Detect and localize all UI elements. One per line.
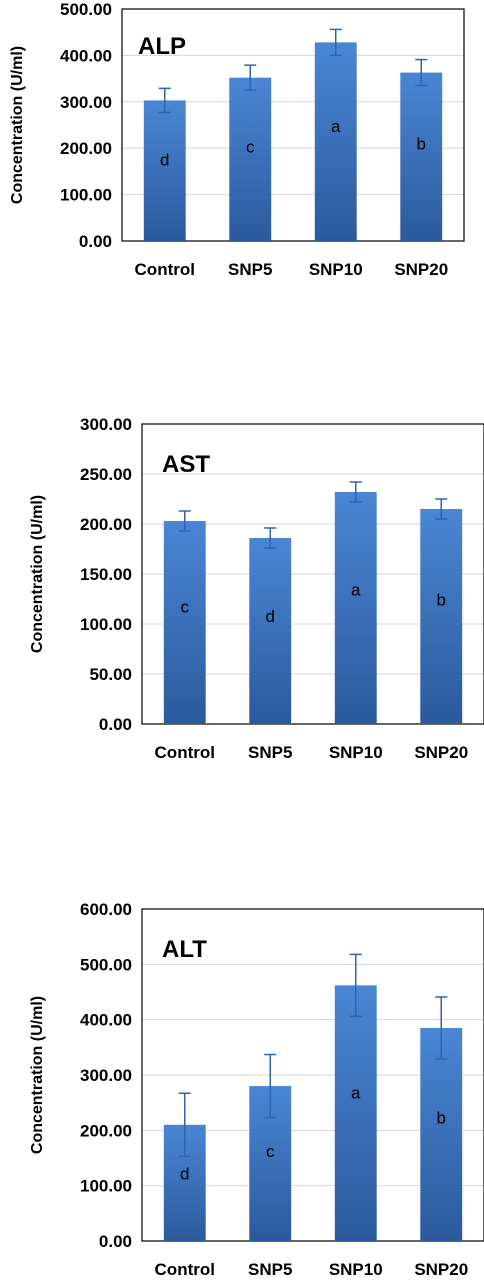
significance-letter: c (266, 1142, 275, 1161)
bar-control (163, 521, 206, 724)
bar-snp10 (314, 42, 357, 241)
chart-title: AST (162, 451, 210, 478)
bar-snp5 (229, 77, 272, 241)
bar-snp20 (420, 509, 463, 724)
significance-letter: d (160, 150, 169, 169)
bar-snp10 (334, 985, 377, 1241)
chart-ast: 0.00 50.00 100.00 150.00 200.00 250.00 300.00 c… (29, 415, 484, 762)
y-tick-label: 0.00 (79, 232, 112, 251)
y-tick-label: 100.00 (80, 615, 132, 634)
y-tick-label: 600.00 (80, 900, 132, 919)
y-tick-label: 300.00 (60, 93, 112, 112)
bar-snp5 (249, 538, 292, 724)
chart-alt: 0.00 100.00 200.00 300.00 400.00 500.00 600.00… (29, 900, 484, 1279)
x-tick-label: Control (155, 743, 215, 762)
y-axis-title: Concentration (U/ml) (29, 495, 46, 653)
y-tick-label: 0.00 (99, 1232, 132, 1251)
y-tick-label: 100.00 (60, 186, 112, 205)
plot-frame (141, 908, 484, 1242)
y-tick-label: 200.00 (80, 515, 132, 534)
significance-letter: c (181, 597, 190, 616)
chart-title: ALT (162, 936, 207, 963)
plot-frame (141, 423, 484, 725)
y-tick-label: 400.00 (60, 46, 112, 65)
y-tick-label: 300.00 (80, 415, 132, 434)
x-tick-label: SNP10 (329, 743, 383, 762)
x-tick-label: Control (155, 1260, 215, 1279)
significance-letter: a (351, 1084, 361, 1103)
y-tick-label: 250.00 (80, 465, 132, 484)
significance-letter: b (437, 1108, 446, 1127)
bar-control (143, 100, 186, 242)
chart-title: ALP (138, 33, 186, 60)
significance-letter: d (180, 1165, 189, 1184)
significance-letter: b (417, 134, 426, 153)
y-tick-label: 200.00 (80, 1121, 132, 1140)
significance-letter: a (351, 580, 361, 599)
y-tick-label: 100.00 (80, 1177, 132, 1196)
significance-letter: b (437, 590, 446, 609)
x-tick-label: Control (135, 260, 195, 279)
y-tick-label: 200.00 (60, 139, 112, 158)
y-axis-title: Concentration (U/ml) (9, 46, 26, 204)
significance-letter: d (266, 607, 275, 626)
x-tick-label: SNP5 (228, 260, 272, 279)
y-tick-label: 300.00 (80, 1066, 132, 1085)
y-tick-label: 500.00 (60, 0, 112, 19)
y-tick-label: 150.00 (80, 565, 132, 584)
bar-snp20 (400, 72, 443, 242)
x-tick-label: SNP10 (329, 1260, 383, 1279)
x-tick-label: SNP10 (309, 260, 363, 279)
x-tick-label: SNP20 (414, 743, 468, 762)
significance-letter: a (331, 117, 341, 136)
y-axis-title: Concentration (U/ml) (29, 996, 46, 1154)
chart-alp: 0.00 100.00 200.00 300.00 400.00 500.00 d Contr… (9, 0, 465, 279)
y-tick-label: 400.00 (80, 1011, 132, 1030)
y-tick-label: 50.00 (89, 665, 132, 684)
x-tick-label: SNP5 (248, 1260, 292, 1279)
significance-letter: c (246, 137, 255, 156)
bar-snp20 (420, 1027, 463, 1241)
y-tick-label: 500.00 (80, 955, 132, 974)
bar-snp10 (334, 492, 377, 724)
x-tick-label: SNP5 (248, 743, 292, 762)
plot-frame (121, 8, 465, 242)
y-tick-label: 0.00 (99, 715, 132, 734)
x-tick-label: SNP20 (394, 260, 448, 279)
x-tick-label: SNP20 (414, 1260, 468, 1279)
